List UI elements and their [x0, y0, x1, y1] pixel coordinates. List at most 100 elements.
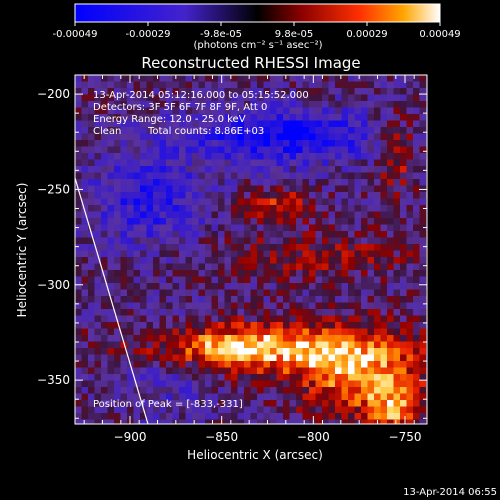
heatmap-cell — [185, 94, 193, 102]
heatmap-cell — [413, 419, 420, 424]
heatmap-cell — [185, 172, 193, 180]
heatmap-cell — [309, 367, 316, 375]
heatmap-cell — [361, 114, 368, 121]
heatmap-cell — [166, 257, 173, 264]
heatmap-cell — [75, 172, 82, 180]
heatmap-cell — [166, 400, 173, 407]
heatmap-cell — [419, 374, 427, 381]
heatmap-cell — [309, 302, 316, 310]
heatmap-cell — [75, 367, 82, 375]
heatmap-cell — [211, 101, 219, 108]
heatmap-cell — [406, 75, 414, 82]
heatmap-cell — [400, 257, 407, 264]
heatmap-cell — [211, 81, 219, 89]
heatmap-cell — [289, 198, 297, 206]
heatmap-cell — [179, 270, 186, 277]
heatmap-cell — [276, 185, 284, 193]
heatmap-cell — [198, 296, 206, 303]
heatmap-cell — [166, 107, 173, 115]
heatmap-cell — [354, 257, 362, 264]
heatmap-cell — [283, 140, 290, 147]
colorbar-unit-label: (photons cm⁻² s⁻¹ asec⁻²) — [193, 40, 322, 51]
heatmap-cell — [302, 172, 310, 180]
heatmap-cell — [198, 218, 206, 225]
heatmap-cell — [81, 400, 89, 407]
heatmap-cell — [393, 400, 401, 407]
heatmap-cell — [127, 231, 134, 238]
heatmap-cell — [224, 315, 232, 323]
heatmap-cell — [153, 270, 160, 277]
heatmap-cell — [302, 88, 310, 95]
heatmap-cell — [88, 81, 95, 89]
heatmap-cell — [296, 296, 303, 303]
heatmap-cell — [107, 367, 115, 375]
heatmap-cell — [192, 341, 199, 349]
heatmap-cell — [224, 211, 232, 219]
heatmap-cell — [231, 341, 238, 349]
heatmap-cell — [75, 393, 82, 401]
heatmap-cell — [211, 114, 219, 121]
heatmap-cell — [406, 159, 414, 167]
heatmap-cell — [257, 114, 264, 121]
heatmap-cell — [159, 393, 167, 401]
heatmap-cell — [231, 296, 238, 303]
heatmap-cell — [354, 276, 362, 284]
heatmap-cell — [276, 341, 284, 349]
heatmap-cell — [250, 107, 258, 115]
heatmap-cell — [367, 205, 375, 212]
heatmap-cell — [361, 276, 368, 284]
heatmap-cell — [120, 393, 128, 401]
heatmap-cell — [185, 140, 193, 147]
heatmap-cell — [101, 315, 108, 323]
heatmap-cell — [88, 211, 95, 219]
heatmap-cell — [354, 120, 362, 128]
heatmap-cell — [270, 101, 277, 108]
plot-frame — [74, 74, 428, 425]
heatmap-cell — [296, 237, 303, 245]
heatmap-cell — [159, 75, 167, 82]
heatmap-cell — [211, 348, 219, 355]
heatmap-cell — [309, 244, 316, 251]
heatmap-cell — [231, 146, 238, 154]
heatmap-cell — [341, 153, 349, 160]
heatmap-cell — [237, 328, 245, 336]
heatmap-cell — [354, 218, 362, 225]
heatmap-cell — [185, 302, 193, 310]
heatmap-cell — [133, 114, 141, 121]
heatmap-cell — [335, 114, 342, 121]
y-axis-label: Heliocentric Y (arcsec) — [15, 183, 29, 318]
heatmap-cell — [283, 231, 290, 238]
heatmap-cell — [302, 367, 310, 375]
heatmap-cell — [361, 198, 368, 206]
heatmap-cell — [335, 250, 342, 258]
heatmap-cell — [341, 393, 349, 401]
heatmap-cell — [101, 179, 108, 186]
heatmap-cell — [348, 393, 355, 401]
heatmap-cell — [283, 120, 290, 128]
heatmap-cell — [361, 140, 368, 147]
heatmap-cell — [179, 179, 186, 186]
heatmap-cell — [244, 88, 251, 95]
heatmap-cell — [250, 354, 258, 362]
heatmap-cell — [419, 328, 427, 336]
heatmap-cell — [361, 166, 368, 173]
heatmap-cell — [237, 146, 245, 154]
heatmap-cell — [198, 309, 206, 316]
heatmap-cell — [289, 257, 297, 264]
heatmap-cell — [107, 81, 115, 89]
heatmap-cell — [107, 127, 115, 134]
heatmap-cell — [127, 198, 134, 206]
heatmap-cell — [205, 133, 212, 141]
heatmap-cell — [367, 114, 375, 121]
heatmap-cell — [81, 322, 89, 329]
heatmap-cell — [354, 179, 362, 186]
heatmap-cell — [192, 94, 199, 102]
heatmap-cell — [335, 88, 342, 95]
heatmap-cell — [380, 81, 388, 89]
heatmap-cell — [283, 413, 290, 420]
heatmap-cell — [393, 244, 401, 251]
heatmap-cell — [348, 387, 355, 394]
heatmap-cell — [250, 309, 258, 316]
heatmap-cell — [322, 302, 329, 310]
